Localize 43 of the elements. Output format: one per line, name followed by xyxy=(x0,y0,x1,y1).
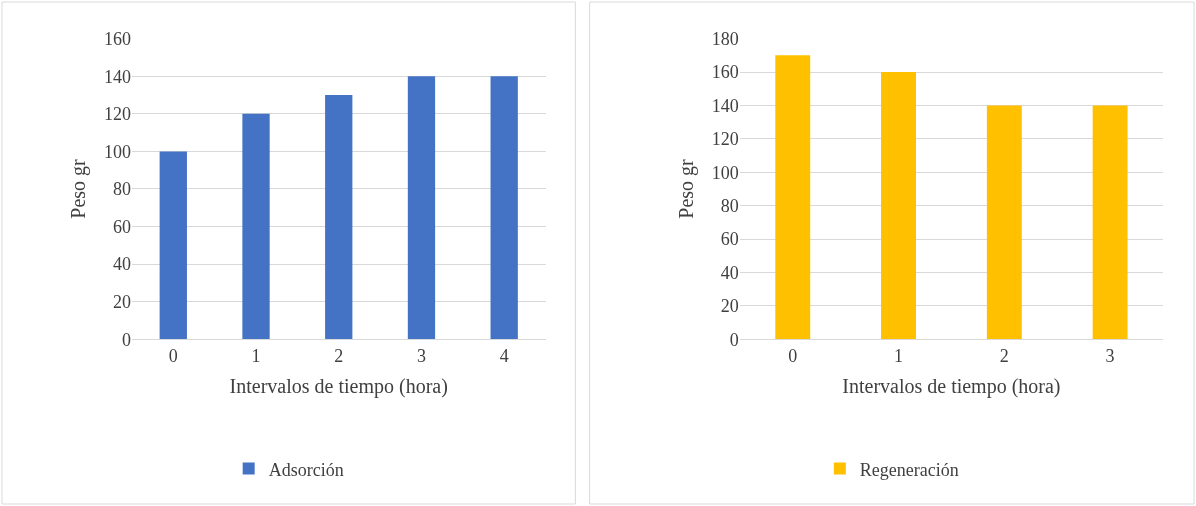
x-axis-title: Intervalos de tiempo (hora) xyxy=(842,375,1061,399)
y-axis-title: Peso gr xyxy=(67,158,91,219)
y-tick-label: 180 xyxy=(711,28,739,49)
bar xyxy=(242,113,270,340)
x-tick-label: 2 xyxy=(334,345,344,366)
bar xyxy=(490,76,518,340)
y-tick-label: 80 xyxy=(112,179,131,200)
y-tick-label: 40 xyxy=(720,262,739,283)
y-tick-label: 100 xyxy=(711,162,739,183)
y-tick-label: 160 xyxy=(103,28,131,49)
x-tick-label: 1 xyxy=(251,345,261,366)
y-tick-label: 60 xyxy=(112,216,131,237)
x-tick-label: 3 xyxy=(1105,345,1115,366)
bar xyxy=(1092,105,1128,340)
bar xyxy=(881,72,916,340)
y-tick-label: 80 xyxy=(720,196,739,216)
x-tick-label: 3 xyxy=(416,345,426,366)
x-tick-label: 1 xyxy=(894,345,904,366)
y-tick-label: 20 xyxy=(112,292,131,313)
y-tick-label: 140 xyxy=(103,66,131,87)
y-tick-label: 20 xyxy=(720,296,739,317)
bar xyxy=(775,55,811,340)
legend-label: Adsorción xyxy=(268,459,344,480)
y-tick-label: 120 xyxy=(711,129,739,150)
y-tick-label: 60 xyxy=(720,229,739,250)
y-tick-label: 160 xyxy=(711,62,739,83)
y-tick-label: 120 xyxy=(103,104,131,125)
y-tick-label: 100 xyxy=(103,141,131,162)
bar xyxy=(325,95,353,340)
y-axis-title: Peso gr xyxy=(675,158,699,219)
x-tick-label: 0 xyxy=(168,345,178,366)
x-tick-label: 0 xyxy=(788,345,798,366)
y-tick-label: 140 xyxy=(711,95,739,116)
x-tick-label: 4 xyxy=(499,345,509,366)
y-tick-label: 0 xyxy=(121,329,131,350)
legend-label: Regeneración xyxy=(859,459,959,480)
bar xyxy=(407,76,436,340)
x-axis-title: Intervalos de tiempo (hora) xyxy=(229,375,448,399)
y-tick-label: 40 xyxy=(112,254,131,275)
y-tick-label: 0 xyxy=(729,329,739,350)
bar xyxy=(986,105,1022,340)
x-tick-label: 2 xyxy=(999,345,1009,366)
bar xyxy=(159,151,187,340)
